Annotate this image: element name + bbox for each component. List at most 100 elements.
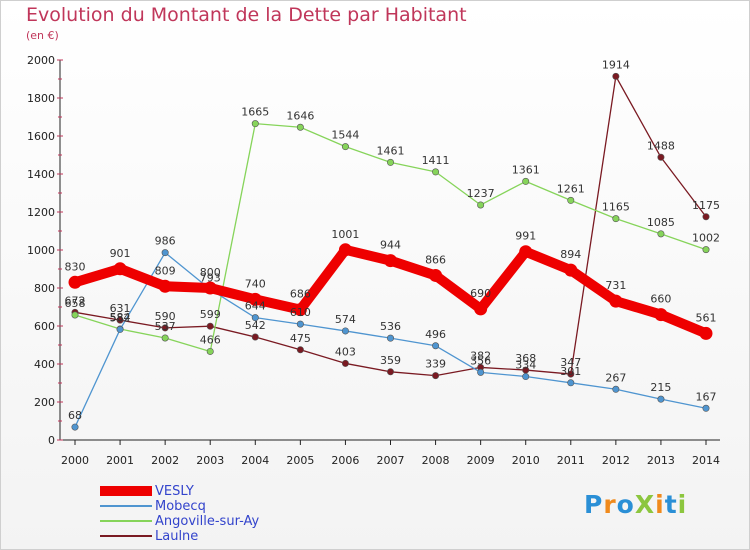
y-tick-label: 1200 bbox=[27, 206, 55, 219]
data-point bbox=[474, 302, 488, 316]
data-point bbox=[522, 177, 530, 185]
x-tick-label: 2001 bbox=[106, 454, 134, 467]
data-label: 599 bbox=[200, 308, 221, 321]
data-label: 793 bbox=[200, 271, 221, 284]
data-label: 301 bbox=[560, 365, 581, 378]
legend-label: Mobecq bbox=[155, 499, 206, 514]
data-label: 1665 bbox=[241, 106, 269, 119]
x-tick-label: 2012 bbox=[602, 454, 630, 467]
data-point bbox=[116, 325, 124, 333]
legend-swatch bbox=[100, 535, 152, 537]
proxiti-logo: ProXiti bbox=[584, 490, 687, 519]
series-mobecq bbox=[71, 249, 710, 431]
data-point bbox=[293, 303, 307, 317]
y-tick-label: 1000 bbox=[27, 244, 55, 257]
data-point bbox=[206, 347, 214, 355]
logo-letter: o bbox=[616, 490, 635, 519]
data-point bbox=[71, 423, 79, 431]
data-point bbox=[567, 196, 575, 204]
x-tick-label: 2000 bbox=[61, 454, 89, 467]
data-point bbox=[612, 72, 620, 80]
logo-letter: i bbox=[677, 490, 688, 519]
data-point bbox=[248, 292, 262, 306]
data-point bbox=[429, 268, 443, 282]
data-label: 644 bbox=[245, 300, 266, 313]
data-point bbox=[386, 158, 394, 166]
y-tick-label: 1600 bbox=[27, 130, 55, 143]
data-label: 1001 bbox=[331, 228, 359, 241]
legend-swatch bbox=[100, 505, 152, 507]
data-point bbox=[432, 342, 440, 350]
data-label: 590 bbox=[155, 310, 176, 323]
x-tick-label: 2008 bbox=[422, 454, 450, 467]
series-vesly bbox=[68, 243, 713, 340]
data-label: 1488 bbox=[647, 139, 675, 152]
data-label: 536 bbox=[380, 320, 401, 333]
data-point bbox=[296, 320, 304, 328]
data-label: 537 bbox=[155, 320, 176, 333]
data-point bbox=[522, 373, 530, 381]
data-point bbox=[609, 294, 623, 308]
legend-label: VESLY bbox=[155, 484, 194, 499]
data-label: 356 bbox=[470, 354, 491, 367]
data-label: 690 bbox=[470, 287, 491, 300]
data-point bbox=[341, 143, 349, 151]
data-label: 584 bbox=[110, 311, 131, 324]
x-tick-label: 2013 bbox=[647, 454, 675, 467]
data-point bbox=[338, 243, 352, 257]
data-label: 68 bbox=[68, 409, 82, 422]
data-point bbox=[567, 379, 575, 387]
data-label: 359 bbox=[380, 354, 401, 367]
data-point bbox=[113, 262, 127, 276]
y-tick-label: 400 bbox=[34, 358, 55, 371]
data-label: 894 bbox=[560, 248, 581, 261]
data-point bbox=[206, 322, 214, 330]
data-label: 1085 bbox=[647, 216, 675, 229]
data-point bbox=[432, 372, 440, 380]
x-tick-label: 2006 bbox=[331, 454, 359, 467]
data-label: 339 bbox=[425, 358, 446, 371]
data-label: 740 bbox=[245, 277, 266, 290]
y-tick-label: 1800 bbox=[27, 92, 55, 105]
legend-label: Laulne bbox=[155, 529, 199, 544]
data-point bbox=[477, 201, 485, 209]
data-label: 610 bbox=[290, 306, 311, 319]
data-label: 1002 bbox=[692, 232, 720, 245]
x-tick-label: 2002 bbox=[151, 454, 179, 467]
legend-swatch bbox=[100, 520, 152, 522]
data-point bbox=[564, 263, 578, 277]
chart-axes: 0 200 400 600 800 1000 1200 1400 1600 1800 2000 200… bbox=[27, 54, 720, 467]
data-label: 1361 bbox=[512, 163, 540, 176]
data-label: 582 bbox=[110, 311, 131, 324]
data-label: 542 bbox=[245, 319, 266, 332]
y-tick-label: 800 bbox=[34, 282, 55, 295]
data-label: 672 bbox=[65, 294, 86, 307]
data-point bbox=[702, 246, 710, 254]
y-tick-label: 600 bbox=[34, 320, 55, 333]
data-point bbox=[68, 275, 82, 289]
data-label: 215 bbox=[650, 381, 671, 394]
data-label: 986 bbox=[155, 235, 176, 248]
x-tick-label: 2014 bbox=[692, 454, 720, 467]
data-label: 382 bbox=[470, 349, 491, 362]
data-label: 731 bbox=[605, 279, 626, 292]
data-point bbox=[702, 404, 710, 412]
x-tick-label: 2005 bbox=[286, 454, 314, 467]
data-point bbox=[251, 333, 259, 341]
data-label: 800 bbox=[200, 266, 221, 279]
data-label: 403 bbox=[335, 345, 356, 358]
data-point bbox=[296, 123, 304, 131]
data-label: 866 bbox=[425, 253, 446, 266]
data-label: 496 bbox=[425, 328, 446, 341]
data-label: 1461 bbox=[377, 144, 405, 157]
data-point bbox=[654, 308, 668, 322]
data-label: 686 bbox=[290, 288, 311, 301]
data-point bbox=[341, 327, 349, 335]
data-label: 1914 bbox=[602, 58, 630, 71]
data-label: 944 bbox=[380, 239, 401, 252]
data-label: 267 bbox=[605, 371, 626, 384]
chart-data-labels: 672 631 590 599 542 475 403 359 339 382 368 347 1914… bbox=[65, 58, 721, 422]
x-tick-label: 2003 bbox=[196, 454, 224, 467]
data-point bbox=[251, 314, 259, 322]
